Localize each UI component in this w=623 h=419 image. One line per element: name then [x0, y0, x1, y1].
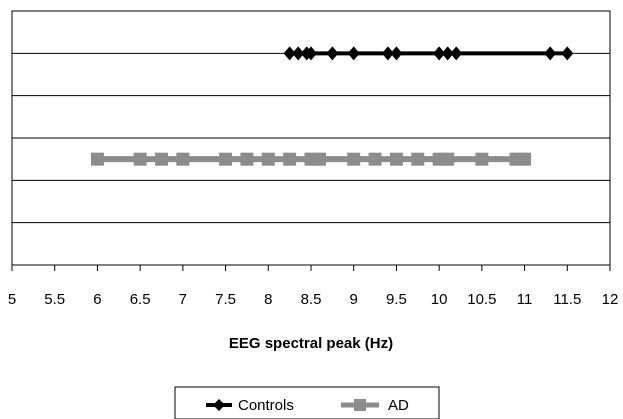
data-point-controls	[381, 46, 394, 61]
legend-item-ad: AD	[341, 397, 409, 414]
legend: Controls AD	[174, 386, 440, 419]
legend-item-controls: Controls	[206, 397, 294, 414]
x-tick-label: 7	[179, 291, 187, 308]
data-point-controls	[347, 46, 360, 61]
data-point-controls	[544, 46, 557, 61]
data-point-ad	[389, 152, 403, 166]
data-point-ad	[240, 152, 254, 166]
data-point-ad	[283, 152, 297, 166]
x-tick-label: 9	[350, 291, 358, 308]
x-tick-label: 5	[8, 291, 16, 308]
series-controls	[283, 46, 574, 61]
data-point-ad	[261, 152, 275, 166]
x-tick-label: 8	[264, 291, 272, 308]
data-point-ad	[368, 152, 382, 166]
series-ad	[90, 152, 532, 166]
data-point-controls	[326, 46, 339, 61]
data-point-controls	[390, 46, 403, 61]
data-point-ad	[441, 152, 455, 166]
data-point-ad	[133, 152, 147, 166]
legend-marker-ad	[354, 399, 366, 411]
data-point-ad	[411, 152, 425, 166]
data-point-controls	[292, 46, 305, 61]
series-layer	[90, 46, 574, 166]
data-point-controls	[305, 46, 317, 61]
x-tick-label: 10	[431, 291, 448, 308]
x-tick-label: 12	[602, 291, 619, 308]
data-point-ad	[176, 152, 190, 166]
data-point-controls	[433, 46, 446, 61]
x-tick-label: 10.5	[467, 291, 496, 308]
legend-label-controls: Controls	[238, 397, 294, 414]
data-point-ad	[313, 152, 327, 166]
x-tick-label: 7.5	[215, 291, 236, 308]
legend-marker-controls	[213, 399, 225, 411]
legend-box	[174, 386, 440, 419]
data-point-controls	[561, 46, 574, 61]
x-tick-label: 8.5	[301, 291, 322, 308]
data-point-ad	[90, 152, 104, 166]
legend-label-ad: AD	[388, 397, 409, 414]
data-point-controls	[441, 46, 454, 61]
data-point-controls	[450, 46, 463, 61]
data-point-ad	[347, 152, 361, 166]
data-point-ad	[155, 152, 168, 166]
x-axis: 5 5.5 6 6.5 7 7.5 8 8.5 9 9.5 10 10.5 11 11.5 12	[8, 265, 619, 308]
x-tick-label: 11	[517, 291, 533, 308]
x-tick-label: 6.5	[130, 291, 151, 308]
x-tick-label: 11.5	[553, 291, 581, 308]
data-point-controls	[283, 46, 296, 61]
data-point-ad	[219, 152, 233, 166]
x-tick-label: 6	[93, 291, 101, 308]
data-point-ad	[475, 152, 489, 166]
x-tick-label: 5.5	[44, 291, 65, 308]
x-axis-title: EEG spectral peak (Hz)	[229, 335, 393, 352]
data-point-ad	[518, 152, 532, 166]
x-tick-label: 9.5	[386, 291, 407, 308]
